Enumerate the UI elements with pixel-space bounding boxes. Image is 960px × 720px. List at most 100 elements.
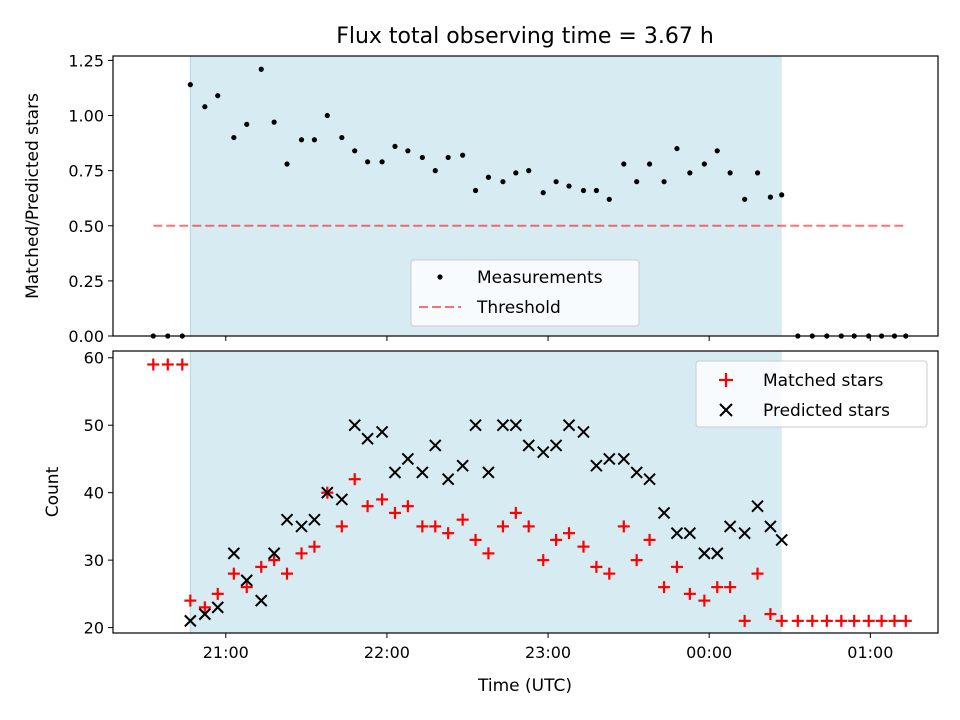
ratio-axes-frame [112,55,939,337]
predicted-stars-point [522,439,535,452]
count-y-axis-label: Count [43,466,63,517]
measurements-point [271,119,277,125]
matched-stars-point [806,614,819,627]
measurements-point [419,154,425,161]
count-marks [147,358,912,628]
count-y-tick-label: 60 [84,349,104,368]
measurements-point [405,148,411,154]
measurements-point [701,161,707,167]
predicted-stars-point [469,419,482,432]
predicted-stars-point [348,419,361,432]
matched-stars-point [388,506,401,519]
predicted-stars-point [657,506,671,520]
measurements-point [593,187,599,194]
predicted-stars-point [775,533,788,547]
matched-stars-point [835,614,848,627]
matched-stars-point [198,601,211,614]
matched-stars-point [683,587,696,600]
matched-stars-point [211,587,224,600]
measurements-point [646,161,653,167]
measurements-point [553,179,559,185]
matched-stars-point [376,493,389,506]
predicted-stars-point [295,520,308,533]
matched-stars-point [751,567,764,580]
measurements-point [485,174,492,180]
predicted-stars-point [321,486,334,499]
predicted-stars-point [764,520,777,533]
measurements-point [779,192,785,198]
measurements-point [215,93,221,99]
matched-stars-point [563,527,576,540]
matched-stars-point [550,533,563,546]
matched-stars-point [643,533,656,546]
measurements-point [284,161,290,167]
measurements-point [392,143,398,149]
predicted-stars-point [240,574,253,587]
matched-stars-point [348,473,361,486]
matched-stars-point [268,554,281,567]
predicted-stars-point [429,439,442,452]
matched-stars-point [176,358,189,371]
predicted-stars-point [416,466,429,479]
measurements-point [500,179,506,185]
matched-stars-point [281,567,294,580]
predicted-stars-point [577,425,590,439]
matched-stars-point [401,500,414,513]
measurements-point [714,148,720,154]
measurements-point [674,145,680,152]
measurements-point [742,196,748,202]
measurements-point [352,148,358,154]
count-x-tick-label: 01:00 [847,643,893,662]
matched-stars-point [711,581,724,594]
predicted-stars-point [590,459,603,472]
measurements-point [231,134,237,141]
matched-stars-point [240,581,253,594]
count-panel: 20 30 40 50 60 21:00 22:00 23:00 00:00 01:00 Cou… [43,349,939,696]
measurements-point [661,179,667,185]
measurements-point [364,159,371,165]
count-x-tick-label: 21:00 [203,643,249,662]
measurements-point [324,112,330,119]
measurements-point [754,170,761,176]
matched-stars-point [590,560,603,573]
ratio-panel: Flux total observing time = 3.67 h 0.000… [23,24,939,346]
measurements-point [339,134,345,141]
count-x-tick-label: 22:00 [364,643,410,662]
predicted-stars-point [184,614,197,628]
predicted-stars-point [617,452,630,466]
observing-window-shade [190,351,782,633]
matched-stars-point [820,614,833,627]
predicted-stars-point [361,432,374,445]
matched-stars-point [442,527,455,540]
predicted-stars-point [335,493,349,506]
ratio-marks [150,66,909,339]
ratio-y-tick-label: 0.50 [68,217,104,236]
matched-stars-point [537,554,550,567]
matched-stars-point [496,520,509,533]
ratio-y-tick-label: 0.25 [68,272,104,291]
predicted-stars-point [683,526,697,540]
predicted-stars-point [537,445,550,459]
matched-stars-point [630,554,643,567]
ratio-y-tick-label: 0.00 [68,327,104,346]
predicted-stars-point [711,547,724,560]
predicted-stars-point [643,472,656,486]
ratio-x-ticks [225,336,871,341]
count-x-tick-label: 00:00 [686,643,732,662]
predicted-stars-point [375,425,389,439]
measurements-point [298,137,305,143]
count-y-tick-label: 30 [84,551,104,570]
matched-stars-point [764,608,777,621]
predicted-stars-point [549,439,563,452]
threshold-legend-label: Threshold [476,298,561,318]
matched-stars-point [308,540,321,553]
matched-stars-point [161,358,174,371]
matched-stars-point [295,547,308,560]
count-x-ticks: 21:00 22:00 23:00 00:00 01:00 [203,633,893,662]
predicted-stars-point [751,499,764,513]
predicted-stars-point [227,547,241,560]
count-y-tick-label: 40 [84,484,104,503]
predicted-stars-point [198,607,212,621]
measurements-point [606,196,612,202]
